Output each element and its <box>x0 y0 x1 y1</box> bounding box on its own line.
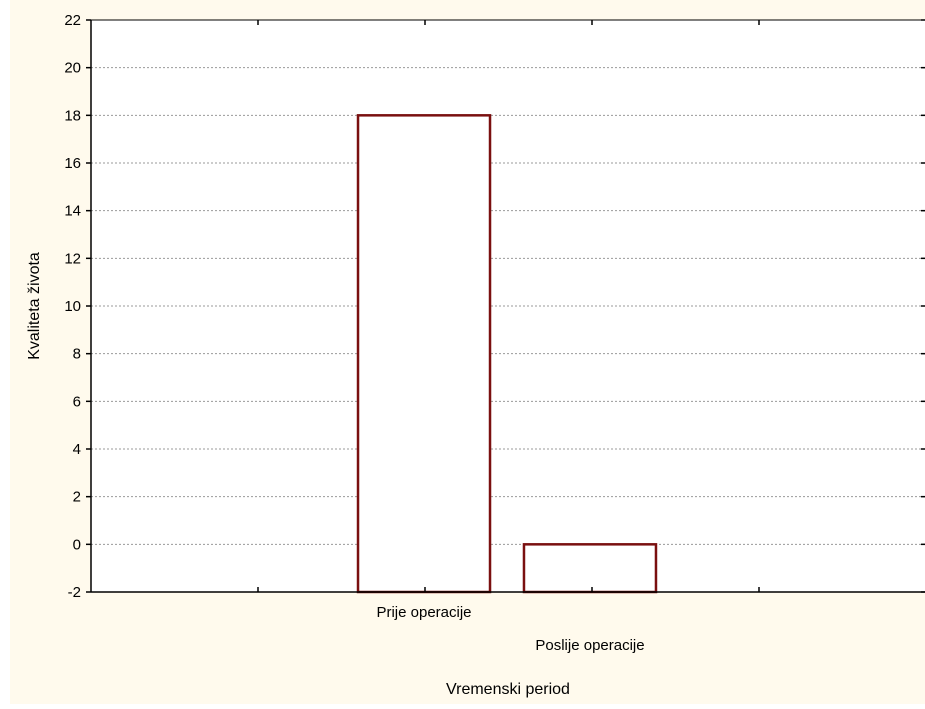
x-tick-label: Poslije operacije <box>535 637 644 654</box>
y-tick-label: 2 <box>73 489 81 506</box>
y-tick-label: 6 <box>73 393 81 410</box>
axes <box>86 19 925 593</box>
y-tick-label: 4 <box>73 441 81 458</box>
y-tick-label: 16 <box>64 155 81 172</box>
y-tick-label: 10 <box>64 298 81 315</box>
y-tick-label: 0 <box>73 536 81 553</box>
y-tick-label: -2 <box>68 584 81 601</box>
y-axis-title: Kvaliteta života <box>26 252 43 360</box>
bar-prije-operacije <box>356 114 492 594</box>
x-axis-title: Vremenski period <box>446 681 570 698</box>
bar-poslije-operacije <box>522 543 658 594</box>
y-tick-label: 20 <box>64 60 81 77</box>
x-tick-label: Prije operacije <box>376 604 471 621</box>
y-tick-label: 12 <box>64 250 81 267</box>
x-tick-labels: Prije operacije Poslije operacije <box>376 604 644 654</box>
y-tick-label: 8 <box>73 346 81 363</box>
y-tick-label: 18 <box>64 107 81 124</box>
y-tick-label: 22 <box>64 12 81 29</box>
y-tick-labels: -2 0 2 4 6 8 10 12 14 16 18 20 22 <box>64 12 81 601</box>
y-tick-label: 14 <box>64 203 81 220</box>
bars <box>356 114 658 594</box>
